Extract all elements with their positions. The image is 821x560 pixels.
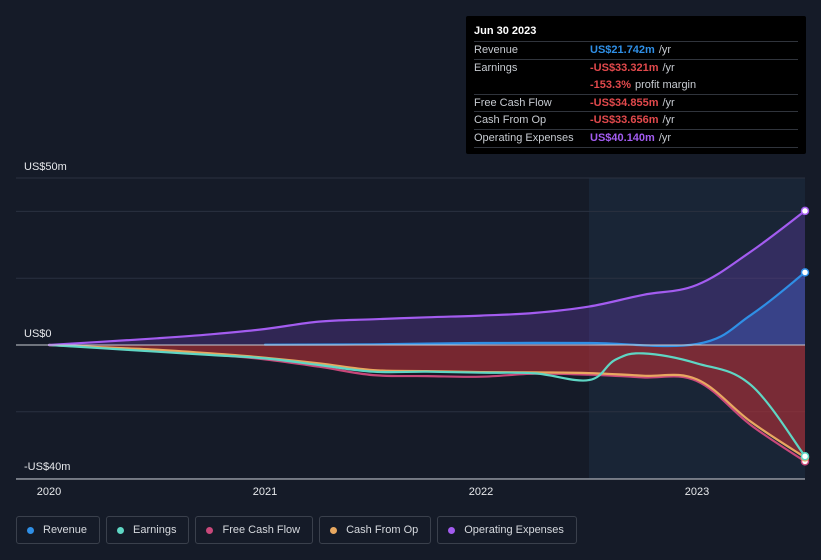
tooltip-label: Free Cash Flow [474,96,552,109]
tooltip-panel: Jun 30 2023 Revenue US$21.742m /yr Earni… [466,16,806,154]
operating-expenses-area [49,210,805,345]
tooltip-label [474,77,590,94]
cash-from-op-area [49,345,805,458]
tooltip-value: US$21.742m [590,44,655,56]
legend-item-revenue[interactable]: Revenue [16,516,101,544]
legend-item-cash-from-op[interactable]: Cash From Op [319,516,432,544]
revenue-end-marker [800,268,810,277]
legend-label: Cash From Op [346,524,419,536]
tooltip-unit: /yr [662,114,675,127]
tooltip-row-cash-from-op: Cash From Op -US$33.656m /yr [474,111,798,129]
tooltip-value: -US$33.656m [590,114,659,127]
tooltip-label: Earnings [474,61,518,74]
revenue-dot-icon [27,526,34,534]
y-axis-label-bottom: -US$40m [24,461,70,473]
tooltip-unit: profit margin [634,79,697,92]
x-axis-label: 2021 [253,486,277,498]
tooltip-label: Cash From Op [474,114,547,127]
earnings-dot-icon [117,526,125,534]
tooltip-value: -153.3% [590,79,631,92]
tooltip-unit: /yr [658,131,672,144]
x-axis-label: 2020 [37,486,61,498]
tooltip-row-earnings: Earnings -US$33.321m /yr [474,58,798,77]
revenue-area [265,272,805,347]
cash-from-op-dot-icon [330,526,338,534]
grid-lines [16,177,805,480]
revenue-line [263,271,805,348]
operating-expenses-dot-icon [448,526,456,534]
tooltip-label: Revenue [474,44,519,56]
legend-label: Revenue [43,524,88,536]
tooltip-label: Operating Expenses [474,131,574,144]
y-axis-label-top: US$50m [24,161,67,173]
tooltip-unit: /yr [658,44,672,56]
legend-item-earnings[interactable]: Earnings [106,516,190,544]
tooltip-value: -US$34.855m [590,96,659,109]
legend-label: Earnings [133,524,177,536]
earnings-line [47,343,805,458]
legend-label: Free Cash Flow [222,524,301,536]
tooltip-value: US$40.140m [590,131,655,144]
operating-expenses-line [47,209,805,347]
free-cash-flow-dot-icon [206,526,214,534]
tooltip-unit: /yr [662,61,675,74]
tooltip-row-profit-margin: -153.3% profit margin [474,76,798,94]
x-axis-label: 2022 [469,486,493,498]
legend-item-free-cash-flow[interactable]: Free Cash Flow [195,516,314,544]
tooltip-value: -US$33.321m [590,61,659,74]
chart-legend: Revenue Earnings Free Cash Flow Cash Fro… [16,516,577,544]
legend-item-operating-expenses[interactable]: Operating Expenses [437,516,577,544]
x-axis-label: 2023 [685,486,709,498]
tooltip-row-revenue: Revenue US$21.742m /yr [474,41,798,59]
tooltip-row-operating-expenses: Operating Expenses US$40.140m /yr [474,128,798,148]
y-axis-label-zero: US$0 [24,328,52,340]
legend-label: Operating Expenses [464,524,564,536]
tooltip-date: Jun 30 2023 [474,25,537,37]
operating-expenses-end-marker [800,206,810,216]
earnings-end-marker [800,452,810,461]
tooltip-row-free-cash-flow: Free Cash Flow -US$34.855m /yr [474,93,798,112]
tooltip-unit: /yr [662,96,675,109]
